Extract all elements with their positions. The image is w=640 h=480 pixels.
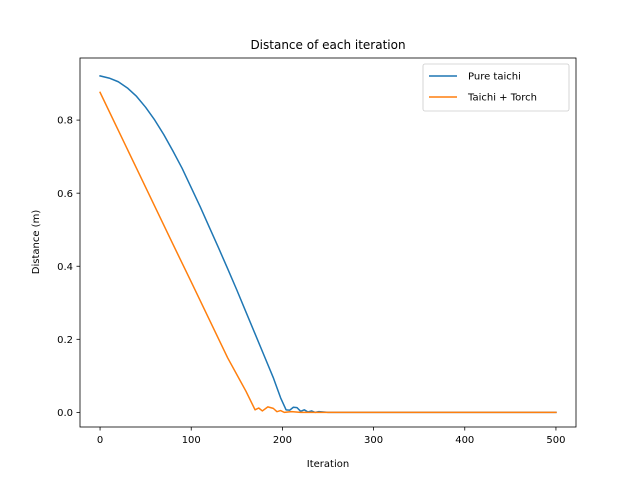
plot-frame xyxy=(79,57,577,428)
x-tick-label: 400 xyxy=(455,435,474,446)
legend: Pure taichi Taichi + Torch xyxy=(422,63,570,112)
legend-label-1: Pure taichi xyxy=(468,72,521,83)
series-layer xyxy=(99,74,557,414)
y-axis-label: Distance (m) xyxy=(31,210,42,275)
axes-layer: 0 100 200 300 400 500 0.0 0.2 0.4 0.6 0.8 xyxy=(57,57,577,446)
legend-label-2: Taichi + Torch xyxy=(467,93,537,104)
legend-frame xyxy=(422,63,570,112)
x-tick-label: 200 xyxy=(273,435,292,446)
y-tick-label: 0.2 xyxy=(57,335,73,346)
x-tick-label: 0 xyxy=(97,435,103,446)
y-tick-label: 0.4 xyxy=(57,262,73,273)
x-tick-label: 500 xyxy=(546,435,565,446)
y-tick-label: 0.0 xyxy=(57,408,73,419)
x-axis-label: Iteration xyxy=(307,459,349,470)
series-line-2 xyxy=(99,91,557,414)
series-line-1 xyxy=(99,74,557,414)
chart-title: Distance of each iteration xyxy=(250,38,405,52)
y-tick-label: 0.8 xyxy=(57,116,73,127)
x-tick-label: 100 xyxy=(182,435,201,446)
x-tick-label: 300 xyxy=(364,435,383,446)
y-tick-label: 0.6 xyxy=(57,189,73,200)
